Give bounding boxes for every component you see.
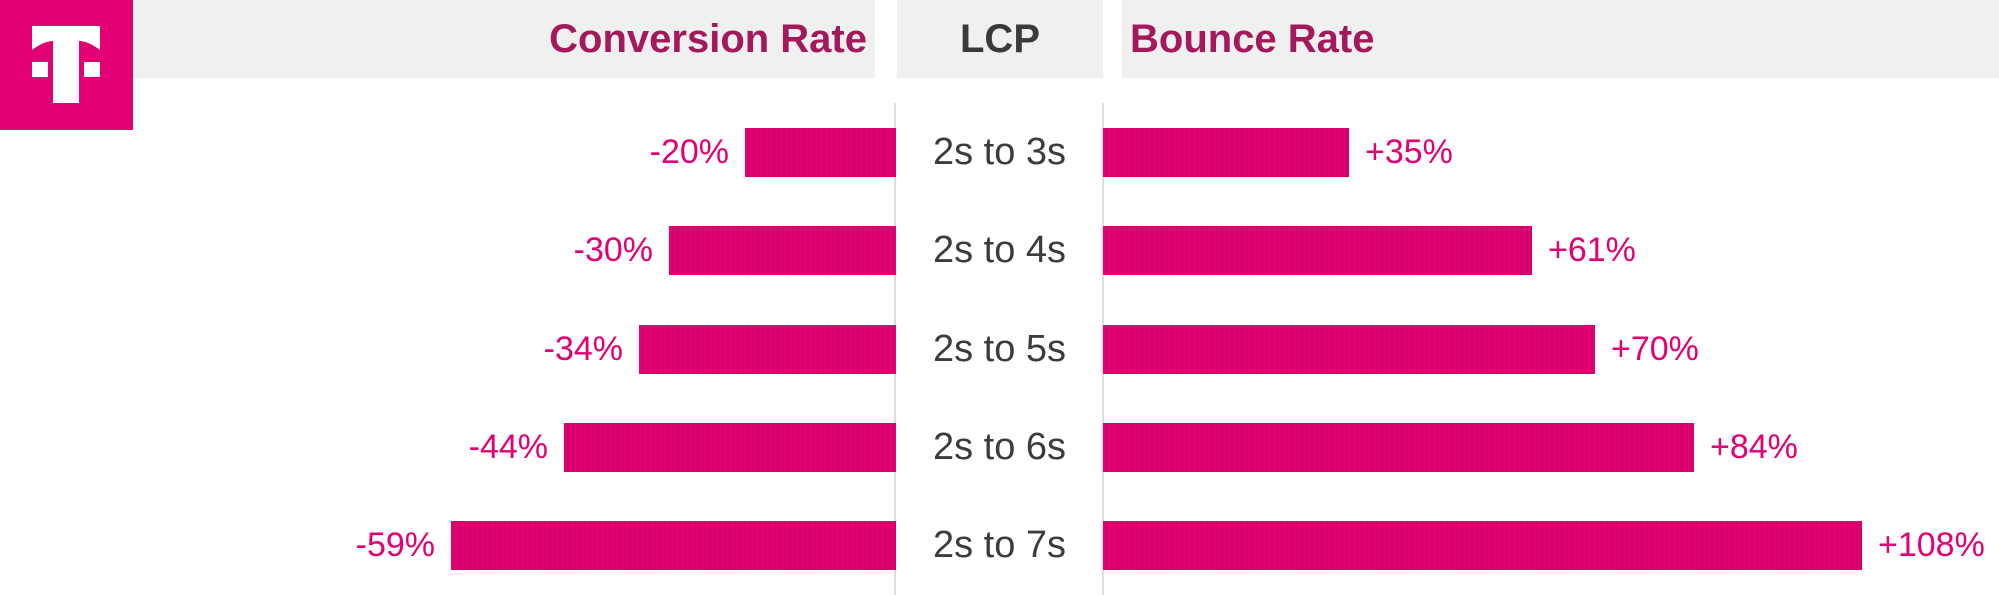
bounce-bar bbox=[1103, 324, 1595, 374]
lcp-cell: 2s to 6s bbox=[896, 398, 1103, 496]
header-lcp-label: LCP bbox=[960, 16, 1040, 61]
bounce-bar bbox=[1103, 521, 1862, 571]
conversion-bar bbox=[669, 226, 896, 276]
bounce-bar bbox=[1103, 422, 1694, 472]
lcp-range-label: 2s to 4s bbox=[932, 229, 1067, 272]
conversion-bar bbox=[639, 324, 896, 374]
header-bounce-rate-label: Bounce Rate bbox=[1130, 16, 1375, 61]
bounce-cell: +35% bbox=[1103, 103, 1999, 201]
header-conversion-rate-label: Conversion Rate bbox=[549, 16, 867, 61]
telekom-t-icon bbox=[32, 26, 100, 103]
chart-row: -20% 2s to 3s +35% bbox=[0, 103, 1999, 201]
bounce-value-label: +35% bbox=[1365, 132, 1453, 171]
header-lcp: LCP bbox=[897, 0, 1103, 78]
bounce-bar bbox=[1103, 226, 1532, 276]
conversion-value-label: -20% bbox=[649, 132, 729, 171]
header-conversion-rate: Conversion Rate bbox=[133, 0, 875, 78]
chart-row: -34% 2s to 5s +70% bbox=[0, 300, 1999, 398]
chart-rows: -20% 2s to 3s +35% -30% 2s to 4s +61% -34% 2s t… bbox=[0, 103, 1999, 595]
bounce-bar bbox=[1103, 127, 1349, 177]
conversion-value-label: -44% bbox=[468, 427, 548, 466]
tmobile-logo bbox=[0, 0, 133, 130]
conversion-cell: -34% bbox=[0, 300, 896, 398]
conversion-value-label: -34% bbox=[543, 329, 623, 368]
bounce-value-label: +61% bbox=[1548, 231, 1636, 270]
lcp-range-label: 2s to 5s bbox=[932, 327, 1067, 370]
lcp-cell: 2s to 5s bbox=[896, 300, 1103, 398]
bounce-value-label: +84% bbox=[1710, 427, 1798, 466]
conversion-cell: -20% bbox=[0, 103, 896, 201]
lcp-cell: 2s to 4s bbox=[896, 201, 1103, 299]
chart-row: -44% 2s to 6s +84% bbox=[0, 398, 1999, 496]
lcp-range-label: 2s to 3s bbox=[932, 130, 1067, 173]
bounce-cell: +70% bbox=[1103, 300, 1999, 398]
lcp-cell: 2s to 3s bbox=[896, 103, 1103, 201]
conversion-bar bbox=[745, 127, 896, 177]
chart-row: -59% 2s to 7s +108% bbox=[0, 497, 1999, 595]
chart-row: -30% 2s to 4s +61% bbox=[0, 201, 1999, 299]
bounce-cell: +108% bbox=[1103, 497, 1999, 595]
bounce-value-label: +108% bbox=[1878, 526, 1985, 565]
header-bounce-rate: Bounce Rate bbox=[1122, 0, 1999, 78]
lcp-range-label: 2s to 7s bbox=[932, 524, 1067, 567]
bounce-cell: +84% bbox=[1103, 398, 1999, 496]
conversion-value-label: -59% bbox=[355, 526, 435, 565]
bounce-cell: +61% bbox=[1103, 201, 1999, 299]
lcp-range-label: 2s to 6s bbox=[932, 425, 1067, 468]
conversion-cell: -30% bbox=[0, 201, 896, 299]
lcp-cell: 2s to 7s bbox=[896, 497, 1103, 595]
conversion-value-label: -30% bbox=[573, 231, 653, 270]
conversion-bar bbox=[451, 521, 896, 571]
conversion-cell: -44% bbox=[0, 398, 896, 496]
conversion-cell: -59% bbox=[0, 497, 896, 595]
bounce-value-label: +70% bbox=[1611, 329, 1699, 368]
conversion-bar bbox=[564, 422, 896, 472]
